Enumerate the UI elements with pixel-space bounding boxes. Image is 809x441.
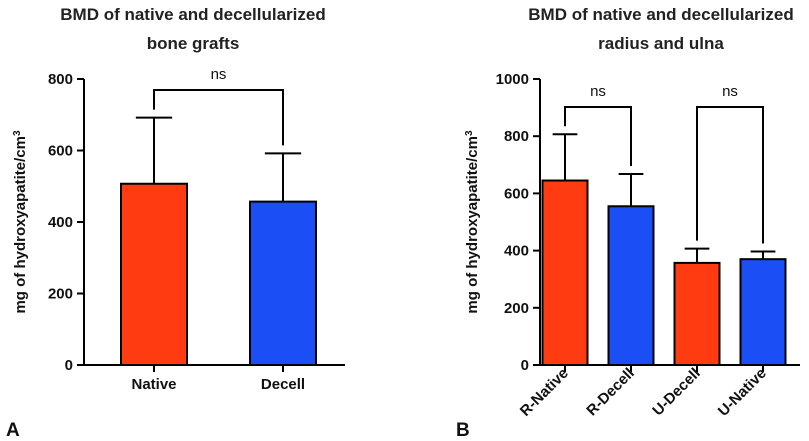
- y-tick-label: 400: [48, 214, 73, 231]
- y-tick-label: 1000: [496, 71, 529, 88]
- y-tick-label: 200: [48, 286, 73, 303]
- significance-bracket: [153, 89, 284, 146]
- x-tick-label: U-Decell: [649, 365, 703, 419]
- chart-title-line: BMD of native and decellularized: [528, 5, 793, 24]
- x-tick-label: Native: [131, 376, 176, 393]
- y-tick-label: 0: [521, 357, 529, 374]
- chart-title-line: radius and ulna: [598, 34, 724, 53]
- x-tick-label: U-Native: [715, 365, 770, 420]
- bar-decell: [249, 200, 317, 366]
- significance-label: ns: [722, 83, 738, 100]
- y-tick-label: 0: [65, 357, 73, 374]
- chart-panel-a: BMD of native and decellularized bone gra…: [6, 5, 345, 441]
- panel-label: A: [6, 420, 20, 441]
- bar-r-native: [541, 179, 589, 366]
- significance-label: ns: [211, 66, 227, 83]
- y-tick-label: 600: [504, 185, 529, 202]
- significance-label: ns: [590, 83, 606, 100]
- y-tick-label: 400: [504, 243, 529, 260]
- significance-bracket: [696, 106, 764, 244]
- chart-title-line: bone grafts: [147, 34, 240, 53]
- bar-r-decell: [607, 205, 655, 366]
- chart-panel-b: BMD of native and decellularized radius a…: [456, 5, 800, 441]
- x-tick-label: Decell: [261, 376, 305, 393]
- significance-bracket: [564, 106, 632, 166]
- bar-u-decell: [673, 261, 721, 367]
- panel-label: B: [456, 420, 470, 441]
- x-tick-label: R-Decell: [583, 365, 637, 419]
- y-axis-label: mg of hydroxyapatite/cm3: [12, 130, 30, 314]
- chart-title-line: BMD of native and decellularized: [60, 5, 325, 24]
- y-axis-label: mg of hydroxyapatite/cm3: [464, 130, 482, 314]
- y-tick-label: 800: [504, 128, 529, 145]
- y-tick-label: 600: [48, 143, 73, 160]
- bar-u-native: [739, 258, 787, 366]
- bar-native: [120, 182, 188, 366]
- y-tick-label: 800: [48, 71, 73, 88]
- y-tick-label: 200: [504, 300, 529, 317]
